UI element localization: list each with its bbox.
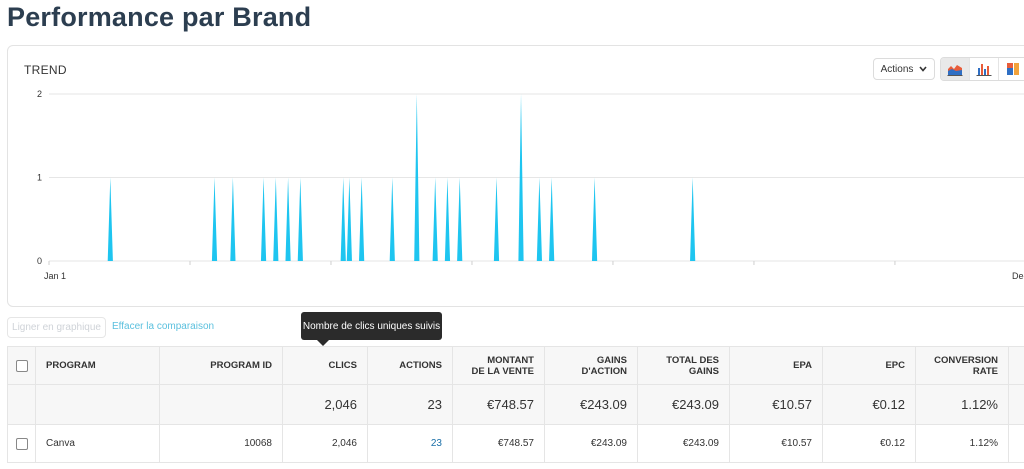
trend-spike [359, 177, 365, 261]
trend-spike [690, 177, 696, 261]
performance-table-wrapper: PROGRAM PROGRAM ID CLICS ACTIONS MONTANT… [7, 346, 1024, 463]
row-program: Canva [35, 424, 160, 463]
table-header-row: PROGRAM PROGRAM ID CLICS ACTIONS MONTANT… [7, 346, 1024, 385]
row-clics: 2,046 [282, 424, 368, 463]
x-tick-label-start: Jan 1 [44, 271, 66, 281]
trend-spike [549, 177, 555, 261]
trend-spike [591, 177, 598, 261]
row-conversion: 1.12% [915, 424, 1009, 463]
total-conversion: 1.12% [915, 384, 1009, 425]
trend-spike [536, 177, 542, 261]
trend-spike [260, 177, 267, 261]
trend-spike [493, 177, 500, 261]
header-sale-amount-line1: MONTANT [487, 354, 534, 366]
totals-empty-program [35, 384, 160, 425]
chart-view-toggle [940, 57, 1024, 81]
header-conversion-line1: CONVERSION [934, 354, 998, 366]
row-checkbox[interactable] [15, 437, 28, 450]
trend-card: 0 1 2 Jan 1 Dec TREND Actions [7, 45, 1024, 307]
x-tick-label-end: Dec [1012, 271, 1024, 281]
trend-spike [457, 177, 463, 261]
trend-spike [107, 177, 113, 261]
page-title: Performance par Brand [7, 2, 312, 32]
performance-table: PROGRAM PROGRAM ID CLICS ACTIONS MONTANT… [7, 346, 1024, 463]
header-total-gains-line2: GAINS [688, 365, 719, 377]
total-actions: 23 [367, 384, 453, 425]
row-epc: €0.12 [822, 424, 916, 463]
clear-comparison-link[interactable]: Effacer la comparaison [112, 321, 215, 332]
row-total-gains: €243.09 [637, 424, 730, 463]
row-actions: 23 [367, 424, 453, 463]
area-chart-view-button[interactable] [941, 58, 970, 80]
header-total-gains-line1: TOTAL DES [666, 354, 719, 366]
header-action-gains-line1: GAINS [596, 354, 627, 366]
header-total-gains[interactable]: TOTAL DES GAINS [637, 346, 730, 385]
select-all-cell [7, 346, 36, 385]
trend-spike [518, 94, 524, 261]
trend-spike [211, 177, 218, 261]
tooltip-arrow [317, 340, 329, 346]
trend-spike [444, 177, 451, 261]
row-actions-link[interactable]: 23 [430, 438, 442, 449]
header-clics[interactable]: CLICS [282, 346, 368, 385]
header-sale-amount-line2: DE LA VENTE [471, 365, 534, 377]
total-clics: 2,046 [282, 384, 368, 425]
total-total-gains: €243.09 [637, 384, 730, 425]
trend-spike [340, 177, 346, 261]
row-select-cell [7, 424, 36, 463]
stacked-chart-icon [1007, 63, 1019, 75]
clics-tooltip: Nombre de clics uniques suivis [301, 312, 442, 340]
header-epc[interactable]: EPC [822, 346, 916, 385]
trend-spike [285, 177, 291, 261]
trend-spike [432, 177, 438, 261]
bar-chart-icon [976, 64, 992, 76]
trend-spike [414, 94, 420, 261]
header-action-gains-line2: D'ACTION [581, 365, 627, 377]
trend-chart: 0 1 2 Jan 1 Dec [37, 89, 1024, 281]
total-epa: €10.57 [729, 384, 823, 425]
totals-empty-extra [1008, 384, 1024, 425]
trend-title: TREND [24, 63, 67, 77]
row-epa: €10.57 [729, 424, 823, 463]
header-conversion-line2: RATE [972, 365, 998, 377]
trend-spike [297, 177, 303, 261]
header-program-id[interactable]: PROGRAM ID [159, 346, 283, 385]
chevron-down-icon [919, 66, 927, 72]
header-extra [1008, 346, 1024, 385]
trend-spike [230, 177, 236, 261]
bar-chart-view-button[interactable] [970, 58, 999, 80]
stacked-chart-view-button[interactable] [999, 58, 1024, 80]
trend-spike [389, 177, 395, 261]
row-sale-amount: €748.57 [452, 424, 545, 463]
y-tick-label-2: 2 [37, 89, 42, 99]
totals-row: 2,046 23 €748.57 €243.09 €243.09 €10.57 … [7, 384, 1024, 425]
header-actions[interactable]: ACTIONS [367, 346, 453, 385]
table-row: Canva 10068 2,046 23 €748.57 €243.09 €24… [7, 424, 1024, 463]
trend-spike [346, 177, 352, 261]
header-epa[interactable]: EPA [729, 346, 823, 385]
y-tick-label-0: 0 [37, 256, 42, 266]
totals-empty-program-id [159, 384, 283, 425]
trend-spike [273, 177, 279, 261]
row-action-gains: €243.09 [544, 424, 638, 463]
total-sale-amount: €748.57 [452, 384, 545, 425]
actions-label: Actions [880, 63, 914, 75]
row-program-id: 10068 [159, 424, 283, 463]
y-tick-label-1: 1 [37, 173, 42, 183]
graph-lines-button[interactable]: Ligner en graphique [7, 317, 106, 338]
row-empty-extra [1008, 424, 1024, 463]
select-all-checkbox[interactable] [15, 359, 28, 372]
totals-empty-select [7, 384, 36, 425]
area-chart-icon [947, 65, 963, 76]
header-sale-amount[interactable]: MONTANT DE LA VENTE [452, 346, 545, 385]
total-action-gains: €243.09 [544, 384, 638, 425]
actions-dropdown-button[interactable]: Actions [873, 58, 935, 80]
total-epc: €0.12 [822, 384, 916, 425]
header-program[interactable]: PROGRAM [35, 346, 160, 385]
header-conversion-rate[interactable]: CONVERSION RATE [915, 346, 1009, 385]
header-action-gains[interactable]: GAINS D'ACTION [544, 346, 638, 385]
